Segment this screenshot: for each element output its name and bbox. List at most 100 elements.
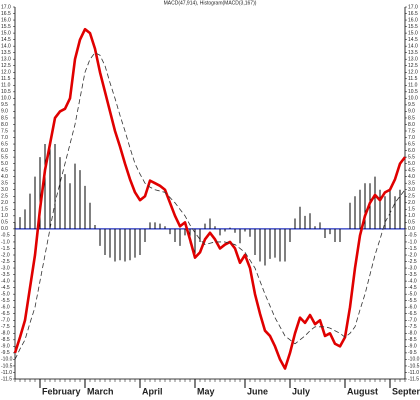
y-tick-label: 9.5 [408, 102, 415, 108]
y-tick-label: -4.0 [408, 278, 417, 284]
y-tick-label: -8.0 [408, 331, 417, 337]
y-tick-label: -5.5 [408, 298, 417, 304]
y-tick-label: 11.5 [408, 76, 418, 82]
y-tick-label: 9.5 [1, 102, 8, 108]
y-tick-label: 2.5 [1, 194, 8, 200]
y-tick-label: 16.5 [408, 11, 418, 17]
y-tick-label: 1.5 [408, 207, 415, 213]
x-tick-label: April [142, 386, 163, 396]
y-tick-label: 16.0 [1, 17, 11, 23]
y-tick-label: -5.0 [408, 291, 417, 297]
y-tick-label: 0.0 [1, 226, 8, 232]
y-tick-label: -6.0 [408, 305, 417, 311]
y-tick-label: 8.5 [408, 115, 415, 121]
y-tick-label: -6.5 [408, 311, 417, 317]
y-tick-label: -6.0 [1, 305, 10, 311]
y-tick-label: 6.0 [408, 148, 415, 154]
y-tick-label: 7.0 [1, 135, 8, 141]
y-tick-label: -3.5 [1, 272, 10, 278]
y-tick-label: 11.0 [1, 83, 11, 89]
y-tick-label: -8.0 [1, 331, 10, 337]
y-tick-label: 14.0 [408, 43, 418, 49]
y-tick-label: 12.5 [1, 63, 11, 69]
y-tick-label: 6.5 [408, 141, 415, 147]
y-tick-label: 15.5 [408, 24, 418, 30]
y-tick-label: -5.0 [1, 291, 10, 297]
y-tick-label: 9.0 [1, 109, 8, 115]
x-tick-label: May [197, 386, 215, 396]
y-tick-label: -3.0 [408, 265, 417, 271]
y-tick-label: -9.0 [408, 344, 417, 350]
y-tick-label: 11.5 [1, 76, 11, 82]
x-tick-label: August [347, 386, 378, 396]
y-tick-label: -1.5 [1, 246, 10, 252]
y-tick-label: -9.5 [408, 350, 417, 356]
y-tick-label: 16.0 [408, 17, 418, 23]
y-tick-label: 16.5 [1, 11, 11, 17]
y-tick-label: -5.5 [1, 298, 10, 304]
y-tick-label: -11.5 [408, 376, 419, 382]
y-tick-label: 15.5 [1, 24, 11, 30]
y-tick-label: 14.0 [1, 43, 11, 49]
y-tick-label: 5.5 [408, 154, 415, 160]
y-tick-label: -2.5 [1, 259, 10, 265]
y-tick-label: 3.5 [408, 181, 415, 187]
y-tick-label: 6.0 [1, 148, 8, 154]
y-tick-label: -8.5 [408, 337, 417, 343]
y-tick-label: 4.0 [1, 174, 8, 180]
signal-line [14, 52, 406, 360]
y-tick-label: 8.0 [1, 122, 8, 128]
y-tick-label: 2.0 [1, 200, 8, 206]
y-tick-label: 10.0 [408, 96, 418, 102]
y-tick-label: 10.5 [408, 89, 418, 95]
x-tick-label: July [292, 386, 310, 396]
y-tick-label: 13.0 [1, 57, 11, 63]
y-tick-label: -4.5 [1, 285, 10, 291]
y-tick-label: 5.0 [408, 161, 415, 167]
y-tick-label: 17.0 [1, 4, 11, 10]
y-tick-label: 0.5 [1, 220, 8, 226]
y-tick-label: -9.0 [1, 344, 10, 350]
y-tick-label: 2.5 [408, 194, 415, 200]
y-tick-label: 4.0 [408, 174, 415, 180]
y-tick-label: 5.0 [1, 161, 8, 167]
y-tick-label: 7.5 [408, 128, 415, 134]
y-tick-label: -10.0 [408, 357, 420, 363]
y-tick-label: 1.0 [1, 213, 8, 219]
y-tick-label: 10.5 [1, 89, 11, 95]
chart-title: MACD(47,914), Histogram(MACD(3,167)) [164, 0, 257, 6]
y-tick-label: 13.5 [408, 50, 418, 56]
y-tick-label: -3.5 [408, 272, 417, 278]
y-tick-label: 12.5 [408, 63, 418, 69]
y-tick-label: -2.5 [408, 259, 417, 265]
y-tick-label: 13.5 [1, 50, 11, 56]
y-tick-label: -4.5 [408, 285, 417, 291]
y-tick-label: -3.0 [1, 265, 10, 271]
y-tick-label: 15.0 [1, 30, 11, 36]
y-tick-label: 11.0 [408, 83, 418, 89]
y-tick-label: -11.0 [408, 370, 419, 376]
y-tick-label: -0.5 [1, 233, 10, 239]
y-tick-label: 12.0 [1, 70, 11, 76]
y-tick-label: 7.5 [1, 128, 8, 134]
y-tick-label: 9.0 [408, 109, 415, 115]
y-tick-label: 1.5 [1, 207, 8, 213]
y-tick-label: -1.5 [408, 246, 417, 252]
y-tick-label: 2.0 [408, 200, 415, 206]
x-tick-label: March [87, 386, 114, 396]
x-tick-label: Septen [392, 386, 420, 396]
y-tick-label: 6.5 [1, 141, 8, 147]
y-tick-label: 8.5 [1, 115, 8, 121]
y-tick-label: 3.0 [1, 187, 8, 193]
y-tick-label: 15.0 [408, 30, 418, 36]
y-tick-label: 4.5 [408, 167, 415, 173]
y-tick-label: 8.0 [408, 122, 415, 128]
y-tick-label: 1.0 [408, 213, 415, 219]
y-tick-label: -6.5 [1, 311, 10, 317]
y-tick-label: 0.0 [408, 226, 415, 232]
y-tick-label: -1.0 [408, 239, 417, 245]
y-tick-label: -7.5 [408, 324, 417, 330]
y-tick-label: -0.5 [408, 233, 417, 239]
